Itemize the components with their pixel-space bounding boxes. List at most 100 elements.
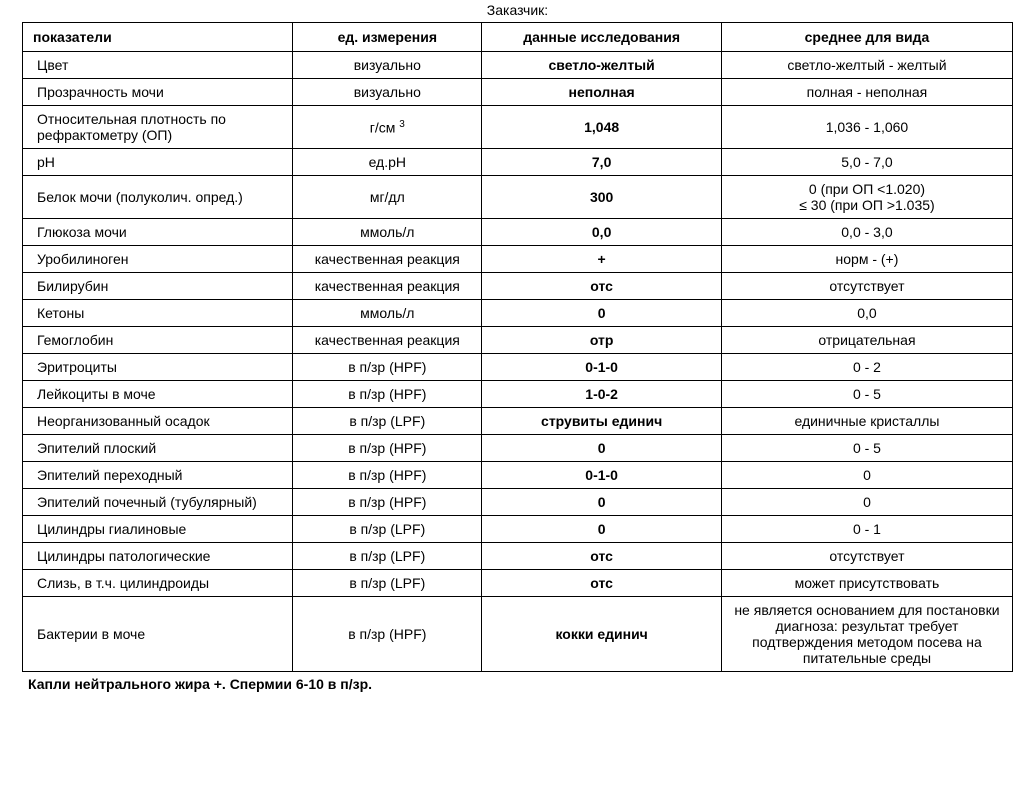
- table-header-row: показатели ед. измерения данные исследов…: [23, 23, 1013, 52]
- cell-unit: в п/зр (HPF): [293, 597, 482, 672]
- cell-reference: 0 (при ОП <1.020)≤ 30 (при ОП >1.035): [721, 176, 1012, 219]
- cell-result: кокки единич: [482, 597, 722, 672]
- cell-result: 0: [482, 516, 722, 543]
- cell-reference: норм - (+): [721, 246, 1012, 273]
- cell-indicator: pH: [23, 149, 293, 176]
- cell-indicator: Эритроциты: [23, 354, 293, 381]
- cell-indicator: Неорганизованный осадок: [23, 408, 293, 435]
- cell-unit: в п/зр (LPF): [293, 570, 482, 597]
- cell-result: отс: [482, 570, 722, 597]
- cell-reference: 0: [721, 462, 1012, 489]
- cell-reference: 0 - 1: [721, 516, 1012, 543]
- cell-indicator: Цилиндры патологические: [23, 543, 293, 570]
- cell-result: отр: [482, 327, 722, 354]
- cell-indicator: Эпителий почечный (тубулярный): [23, 489, 293, 516]
- cell-result: 0: [482, 300, 722, 327]
- cell-result: 7,0: [482, 149, 722, 176]
- cell-unit: в п/зр (LPF): [293, 408, 482, 435]
- cell-indicator: Гемоглобин: [23, 327, 293, 354]
- cell-unit: визуально: [293, 52, 482, 79]
- table-row: Цилиндры гиалиновыев п/зр (LPF)00 - 1: [23, 516, 1013, 543]
- cell-indicator: Цилиндры гиалиновые: [23, 516, 293, 543]
- cell-result: 1-0-2: [482, 381, 722, 408]
- cell-result: 0: [482, 489, 722, 516]
- cell-reference: 0,0: [721, 300, 1012, 327]
- cell-result: 300: [482, 176, 722, 219]
- cell-result: отс: [482, 543, 722, 570]
- col-header-reference: среднее для вида: [721, 23, 1012, 52]
- cell-indicator: Кетоны: [23, 300, 293, 327]
- cell-reference: 5,0 - 7,0: [721, 149, 1012, 176]
- cell-unit: мг/дл: [293, 176, 482, 219]
- cell-reference: светло-желтый - желтый: [721, 52, 1012, 79]
- table-row: Кетоныммоль/л00,0: [23, 300, 1013, 327]
- cell-indicator: Глюкоза мочи: [23, 219, 293, 246]
- cell-indicator: Эпителий переходный: [23, 462, 293, 489]
- cell-unit: качественная реакция: [293, 327, 482, 354]
- table-row: Эпителий плоскийв п/зр (HPF)00 - 5: [23, 435, 1013, 462]
- cell-unit: визуально: [293, 79, 482, 106]
- cell-indicator: Лейкоциты в моче: [23, 381, 293, 408]
- cell-indicator: Слизь, в т.ч. цилиндроиды: [23, 570, 293, 597]
- cell-indicator: Бактерии в моче: [23, 597, 293, 672]
- table-row: Относительная плотность по рефрактометру…: [23, 106, 1013, 149]
- table-row: Бактерии в мочев п/зр (HPF)кокки единичн…: [23, 597, 1013, 672]
- cell-indicator: Прозрачность мочи: [23, 79, 293, 106]
- table-row: Гемоглобинкачественная реакцияотротрицат…: [23, 327, 1013, 354]
- cell-unit: в п/зр (HPF): [293, 435, 482, 462]
- cell-reference: 0: [721, 489, 1012, 516]
- cell-unit: ед.pH: [293, 149, 482, 176]
- cell-reference: 0 - 5: [721, 381, 1012, 408]
- cell-indicator: Относительная плотность по рефрактометру…: [23, 106, 293, 149]
- cell-unit: качественная реакция: [293, 246, 482, 273]
- cell-unit: в п/зр (HPF): [293, 354, 482, 381]
- table-row: Билирубинкачественная реакцияотсотсутств…: [23, 273, 1013, 300]
- table-row: Неорганизованный осадокв п/зр (LPF)струв…: [23, 408, 1013, 435]
- table-row: Прозрачность мочивизуальнонеполнаяполная…: [23, 79, 1013, 106]
- cell-reference: отсутствует: [721, 543, 1012, 570]
- cell-indicator: Билирубин: [23, 273, 293, 300]
- table-row: Эпителий переходныйв п/зр (HPF)0-1-00: [23, 462, 1013, 489]
- cell-indicator: Эпителий плоский: [23, 435, 293, 462]
- cell-reference: 0 - 5: [721, 435, 1012, 462]
- col-header-indicator: показатели: [23, 23, 293, 52]
- cell-result: 0-1-0: [482, 462, 722, 489]
- cell-unit: в п/зр (HPF): [293, 381, 482, 408]
- table-row: Слизь, в т.ч. цилиндроидыв п/зр (LPF)отс…: [23, 570, 1013, 597]
- cell-unit: в п/зр (HPF): [293, 489, 482, 516]
- cell-indicator: Уробилиноген: [23, 246, 293, 273]
- cell-reference: может присутствовать: [721, 570, 1012, 597]
- cell-result: светло-желтый: [482, 52, 722, 79]
- cell-unit: качественная реакция: [293, 273, 482, 300]
- cell-reference: отсутствует: [721, 273, 1012, 300]
- table-row: Белок мочи (полуколич. опред.)мг/дл3000 …: [23, 176, 1013, 219]
- cell-reference: 0,0 - 3,0: [721, 219, 1012, 246]
- cell-indicator: Белок мочи (полуколич. опред.): [23, 176, 293, 219]
- col-header-result: данные исследования: [482, 23, 722, 52]
- cell-reference: 1,036 - 1,060: [721, 106, 1012, 149]
- cell-reference: отрицательная: [721, 327, 1012, 354]
- cell-result: +: [482, 246, 722, 273]
- cell-result: 1,048: [482, 106, 722, 149]
- table-row: Эритроцитыв п/зр (HPF)0-1-00 - 2: [23, 354, 1013, 381]
- cell-result: 0: [482, 435, 722, 462]
- cell-unit: ммоль/л: [293, 219, 482, 246]
- lab-results-table: показатели ед. измерения данные исследов…: [22, 22, 1013, 672]
- table-row: Цветвизуальносветло-желтыйсветло-желтый …: [23, 52, 1013, 79]
- table-row: Уробилиногенкачественная реакция+норм - …: [23, 246, 1013, 273]
- cell-result: 0-1-0: [482, 354, 722, 381]
- cell-unit: ммоль/л: [293, 300, 482, 327]
- cell-result: 0,0: [482, 219, 722, 246]
- table-row: Цилиндры патологическиев п/зр (LPF)отсот…: [23, 543, 1013, 570]
- cell-unit: г/см 3: [293, 106, 482, 149]
- cell-unit: в п/зр (LPF): [293, 516, 482, 543]
- table-row: pHед.pH7,05,0 - 7,0: [23, 149, 1013, 176]
- col-header-unit: ед. измерения: [293, 23, 482, 52]
- cell-reference: 0 - 2: [721, 354, 1012, 381]
- footer-note: Капли нейтрального жира +. Спермии 6-10 …: [22, 672, 1013, 692]
- cell-result: струвиты единич: [482, 408, 722, 435]
- cell-indicator: Цвет: [23, 52, 293, 79]
- cell-unit: в п/зр (HPF): [293, 462, 482, 489]
- cell-unit: в п/зр (LPF): [293, 543, 482, 570]
- cell-result: отс: [482, 273, 722, 300]
